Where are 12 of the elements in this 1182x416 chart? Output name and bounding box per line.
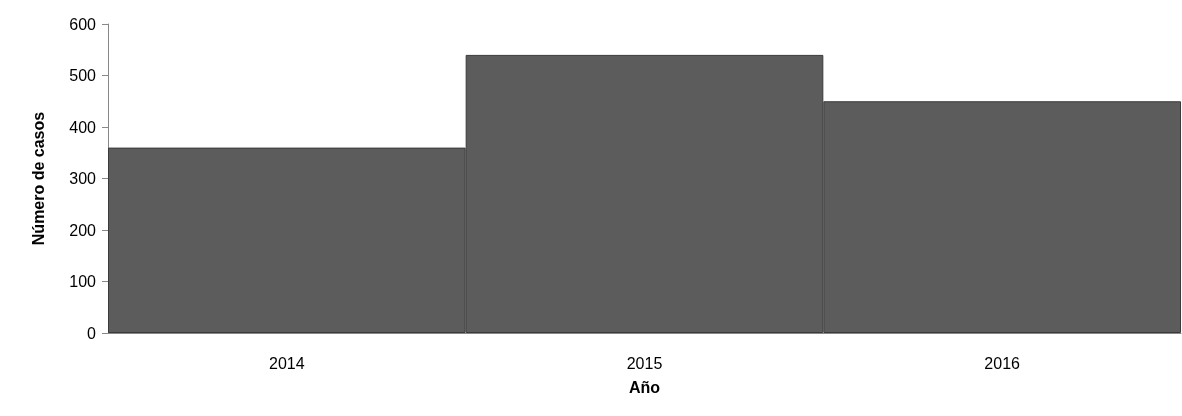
y-tick-label: 100 [69, 273, 97, 290]
y-axis-title: Número de casos [29, 111, 47, 246]
y-tick-label: 600 [69, 15, 97, 33]
y-tick-label: 500 [69, 67, 97, 84]
x-axis-title: Año [628, 378, 661, 396]
x-tick-label: 2016 [984, 354, 1021, 372]
x-tick-label: 2014 [269, 354, 305, 372]
y-tick-label: 200 [69, 221, 97, 239]
y-tick-label: 400 [69, 118, 97, 136]
y-tick-label: 0 [87, 324, 97, 342]
y-tick-label: 300 [69, 170, 97, 187]
x-tick-label: 2015 [626, 354, 663, 372]
